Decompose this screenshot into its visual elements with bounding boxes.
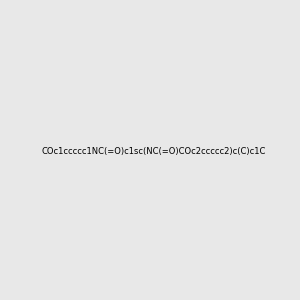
Text: COc1ccccc1NC(=O)c1sc(NC(=O)COc2ccccc2)c(C)c1C: COc1ccccc1NC(=O)c1sc(NC(=O)COc2ccccc2)c(… (42, 147, 266, 156)
